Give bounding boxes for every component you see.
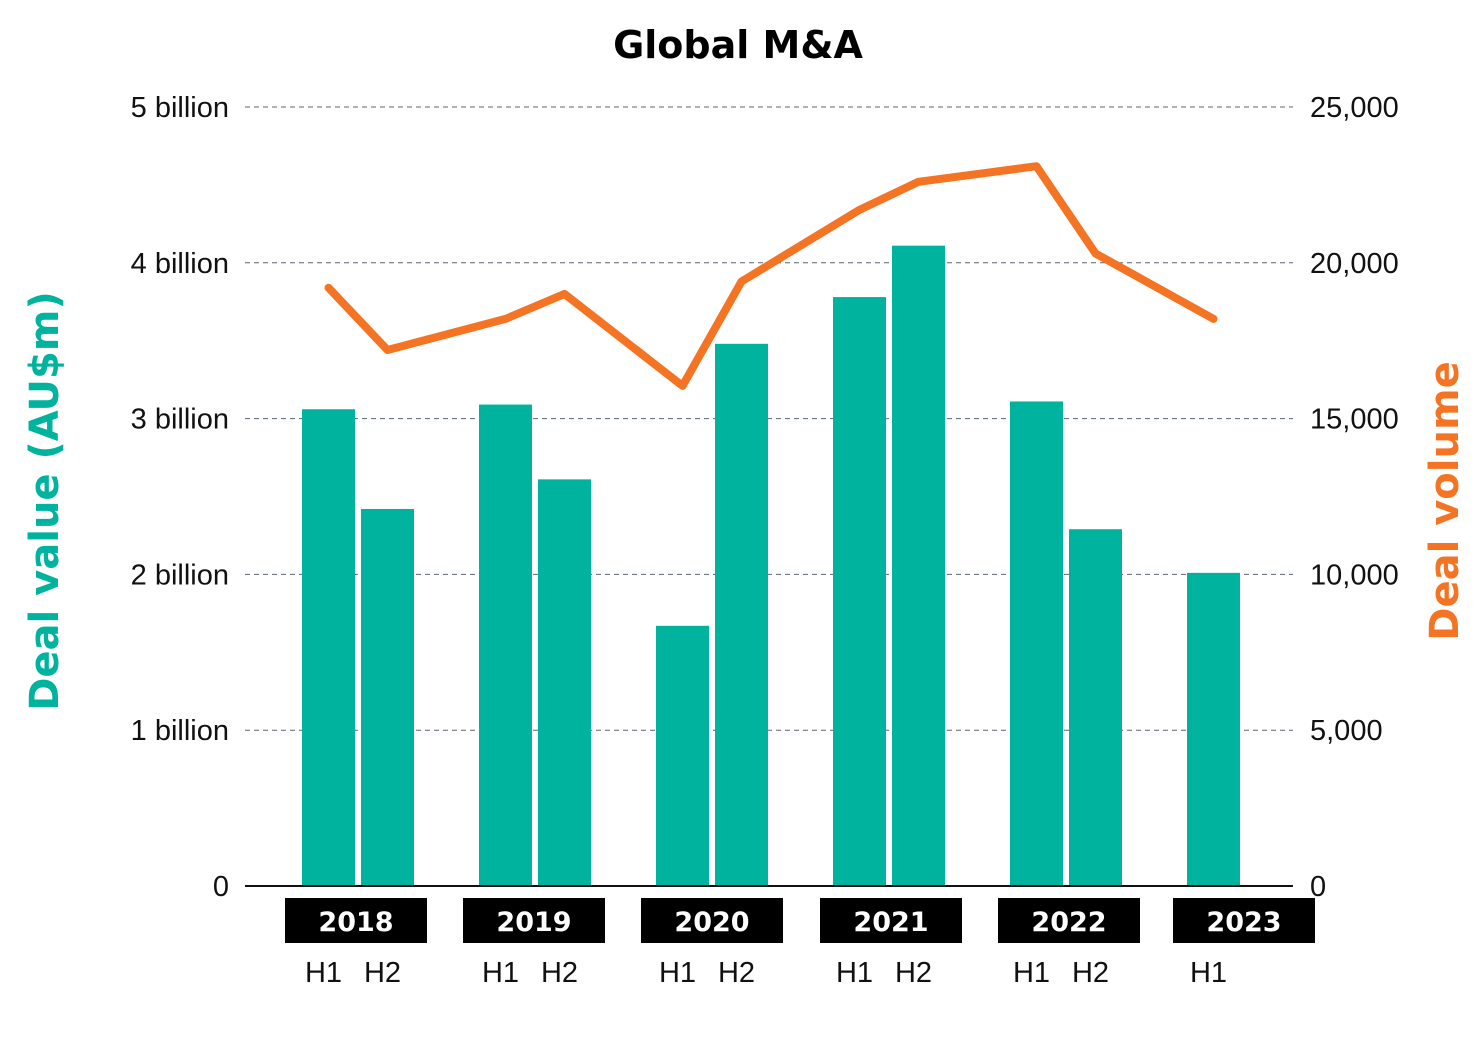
right-tick-label: 5,000 <box>1310 715 1383 747</box>
year-label: 2020 <box>674 907 749 938</box>
deal-value-bar <box>1010 401 1063 886</box>
year-label-box <box>998 898 1140 943</box>
deal-value-bar <box>892 245 945 887</box>
deal-value-bar <box>1069 529 1122 886</box>
half-label: H2 <box>541 957 578 989</box>
left-axis-ticks: 0 1 billion 2 billion 3 billion 4 billion 5 b… <box>131 92 229 903</box>
year-label: 2018 <box>318 907 393 938</box>
right-tick-label: 10,000 <box>1310 559 1399 591</box>
half-label: H1 <box>482 957 519 989</box>
deal-volume-line <box>324 162 1218 390</box>
left-tick-label: 4 billion <box>131 248 229 280</box>
year-label: 2021 <box>853 907 928 938</box>
deal-value-bar <box>479 404 532 886</box>
half-label: H1 <box>836 957 873 989</box>
half-label: H1 <box>1190 957 1227 989</box>
half-label: H1 <box>659 957 696 989</box>
right-tick-label: 20,000 <box>1310 248 1399 280</box>
half-labels: H1 H2 H1 H2 H1 H2 H1 H2 H1 H2 H1 <box>305 957 1227 989</box>
half-label: H2 <box>718 957 755 989</box>
deal-value-bar <box>715 343 768 886</box>
right-tick-label: 25,000 <box>1310 92 1399 124</box>
deal-value-bar <box>1187 572 1240 886</box>
deal-value-bar <box>361 508 414 886</box>
left-tick-label: 3 billion <box>131 404 229 436</box>
deal-value-bar <box>656 625 709 886</box>
year-label-box <box>641 898 783 943</box>
half-label: H1 <box>1013 957 1050 989</box>
half-label: H2 <box>1072 957 1109 989</box>
year-label-box <box>820 898 962 943</box>
left-tick-label: 1 billion <box>131 715 229 747</box>
half-label: H2 <box>364 957 401 989</box>
deal-value-bar <box>302 409 355 886</box>
right-axis-ticks: 0 5,000 10,000 15,000 20,000 25,000 <box>1310 92 1399 903</box>
chart-title: Global M&A <box>613 23 863 67</box>
left-tick-label: 2 billion <box>131 559 229 591</box>
year-label: 2023 <box>1206 907 1281 938</box>
deal-value-bar <box>538 479 591 886</box>
year-labels: 2018 2019 2020 2021 2022 2023 <box>285 898 1315 943</box>
half-label: H2 <box>895 957 932 989</box>
year-label-box <box>285 898 427 943</box>
year-label-box <box>463 898 605 943</box>
deal-value-bar <box>833 297 886 886</box>
left-tick-label: 5 billion <box>131 92 229 124</box>
year-label-box <box>1173 898 1315 943</box>
year-label: 2022 <box>1031 907 1106 938</box>
left-tick-label: 0 <box>213 871 229 903</box>
right-axis-title: Deal volume <box>1422 361 1468 641</box>
year-label: 2019 <box>496 907 571 938</box>
deal-volume-polyline <box>324 162 1218 390</box>
right-tick-label: 15,000 <box>1310 404 1399 436</box>
right-tick-label: 0 <box>1310 871 1326 903</box>
half-label: H1 <box>305 957 342 989</box>
deal-value-bars <box>302 245 1240 887</box>
left-axis-title: Deal value (AU$m) <box>22 291 68 711</box>
